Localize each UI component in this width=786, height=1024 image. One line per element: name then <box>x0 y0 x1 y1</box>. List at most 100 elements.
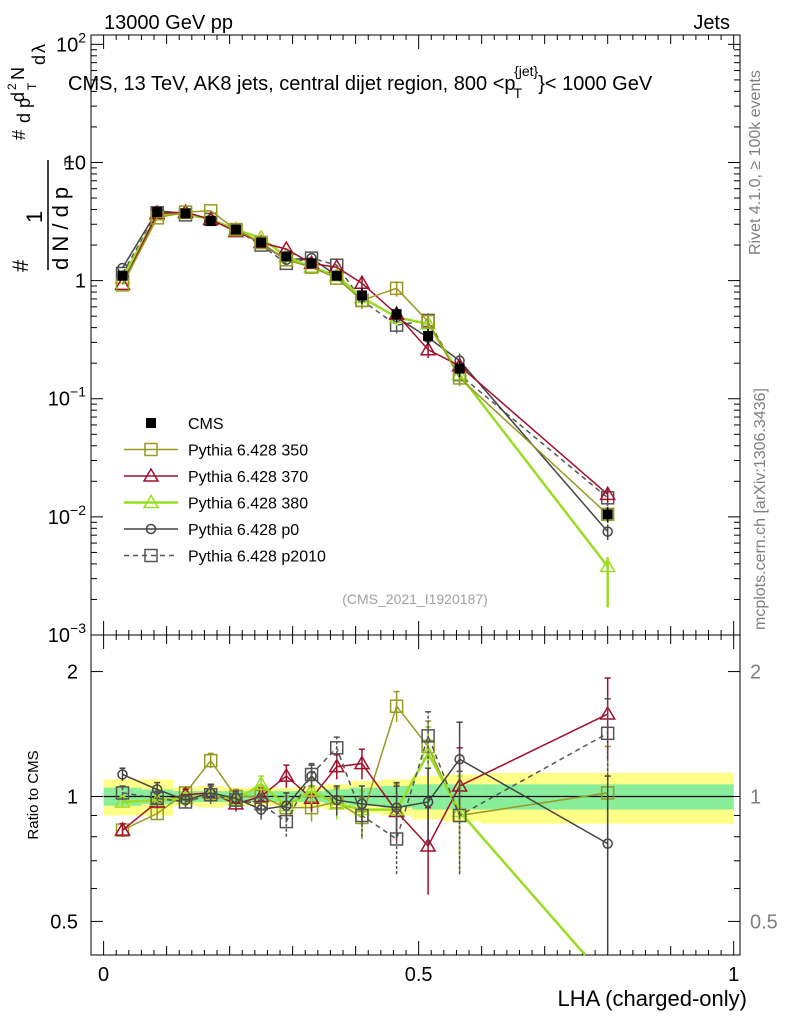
main-point-series-0 <box>205 215 216 226</box>
ratio-y-tick-label: 2 <box>67 662 78 684</box>
main-series-line-3 <box>121 212 609 568</box>
y-title-dpt: d p <box>14 98 34 123</box>
ratio-point-series-4 <box>229 793 243 807</box>
x-axis-title: LHA (charged-only) <box>557 986 747 1011</box>
ratio-point-series-1 <box>353 755 371 770</box>
ratio-point-series-1 <box>114 821 131 836</box>
ratio-point-series-1 <box>227 795 245 810</box>
ratio-point-series-4 <box>452 808 467 823</box>
ratio-point-series-3 <box>602 838 613 849</box>
ratio-point-series-3 <box>117 769 128 780</box>
main-series-group <box>114 203 616 608</box>
ratio-point-series-4 <box>203 787 218 802</box>
plot-title-sub: T <box>514 85 523 101</box>
ratio-point-series-1 <box>419 837 437 852</box>
process-label: Jets <box>693 12 730 34</box>
legend-marker <box>144 548 158 563</box>
ratio-point-series-4 <box>178 795 193 809</box>
main-point-series-0 <box>356 290 367 301</box>
y-title-t-sub-2: T <box>25 82 39 90</box>
x-tick-label: 1 <box>728 964 739 986</box>
y-title-hash-1: # <box>8 259 33 272</box>
ratio-point-series-4 <box>421 729 435 743</box>
main-point-series-0 <box>152 207 163 218</box>
ratio-y-tick-label-right: 0.5 <box>750 911 778 933</box>
main-point-series-1 <box>389 281 404 296</box>
ratio-point-series-4 <box>600 726 615 741</box>
rivet-label: Rivet 4.1.0, ≥ 100k events <box>747 70 764 255</box>
main-y-tick-label: 10−2 <box>48 502 86 529</box>
main-point-series-0 <box>391 309 402 320</box>
legend-label: Pythia 6.428 p0 <box>188 522 299 539</box>
ratio-axes: 0.5 0.5 1 1 2 2 0 0.5 1 <box>50 635 778 986</box>
ratio-point-series-0 <box>150 806 164 821</box>
plot-title: CMS, 13 TeV, AK8 jets, central dijet reg… <box>68 63 653 101</box>
main-point-series-0 <box>331 270 342 281</box>
legend-marker <box>142 467 160 482</box>
main-point-series-0 <box>602 509 613 520</box>
ratio-y-tick-label: 1 <box>67 786 78 808</box>
ratio-point-series-2 <box>303 782 320 797</box>
y-title-lambda: λ <box>29 44 49 53</box>
ratio-series-line-4 <box>122 732 609 841</box>
main-axes: 10−3 10−2 10−1 1 10 102 <box>48 29 740 647</box>
ratio-point-series-2 <box>114 793 131 808</box>
energy-label: 13000 GeV pp <box>104 12 233 34</box>
legend-label: Pythia 6.428 350 <box>188 443 308 460</box>
ratio-plot-frame <box>90 634 741 956</box>
main-point-series-1 <box>421 314 435 329</box>
main-y-tick-label: 10−1 <box>48 384 86 411</box>
main-point-series-0 <box>256 237 267 248</box>
main-y-tick-label: 10 <box>64 152 86 174</box>
y-title-t-sub-1: T <box>61 157 77 166</box>
main-point-series-0 <box>180 208 191 219</box>
main-point-series-0 <box>117 270 128 281</box>
ratio-point-series-3 <box>454 753 465 765</box>
legend-label: Pythia 6.428 p2010 <box>188 549 326 566</box>
main-point-series-0 <box>454 363 465 374</box>
y-title-d: d <box>8 92 28 102</box>
legend-label: Pythia 6.428 370 <box>188 469 308 486</box>
legend-marker <box>144 442 158 457</box>
legend-label: Pythia 6.428 380 <box>188 496 308 513</box>
main-point-series-1 <box>254 235 268 250</box>
ratio-point-series-0 <box>389 699 404 713</box>
main-point-series-1 <box>203 204 218 218</box>
mcplots-label: mcplots.cern.ch [arXiv:1306.3436] <box>752 388 769 630</box>
main-point-series-2 <box>599 485 616 501</box>
ratio-point-series-3 <box>331 794 342 806</box>
legend-marker <box>145 523 157 535</box>
ratio-y-axis-title: Ratio to CMS <box>25 750 42 839</box>
plot-title-main: CMS, 13 TeV, AK8 jets, central dijet reg… <box>68 73 516 95</box>
analysis-id: (CMS_2021_I1920187) <box>342 591 488 607</box>
x-tick-label: 0.5 <box>405 964 433 986</box>
main-point-series-0 <box>423 330 434 341</box>
main-point-series-0 <box>230 224 241 235</box>
plot-title-end: }< 1000 GeV <box>538 73 653 95</box>
main-point-series-0 <box>281 251 292 262</box>
ratio-y-tick-label: 0.5 <box>50 911 78 933</box>
main-point-series-2 <box>114 275 131 291</box>
legend-label: CMS <box>188 416 224 433</box>
ratio-point-series-4 <box>150 791 164 806</box>
y-title-n: N <box>8 67 28 80</box>
ratio-point-series-4 <box>279 814 294 829</box>
legend: CMS Pythia 6.428 350 Pythia 6.428 370 Pythi… <box>124 416 326 566</box>
main-point-series-4 <box>602 526 613 537</box>
y-title-one: 1 <box>22 211 47 223</box>
main-y-tick-label: 1 <box>75 271 86 293</box>
y-title-d-lambda: d <box>29 55 49 65</box>
ratio-point-series-3 <box>422 796 434 808</box>
x-tick-label: 0 <box>98 964 109 986</box>
ratio-point-series-4 <box>389 832 404 846</box>
legend-marker <box>146 418 156 428</box>
ratio-point-series-4 <box>304 767 319 782</box>
ratio-point-series-4 <box>115 786 130 800</box>
plot-title-sup: {jet} <box>514 63 538 79</box>
ratio-point-series-4 <box>355 808 369 823</box>
ratio-point-series-2 <box>252 775 270 791</box>
y-title-hash-2: # <box>9 130 29 140</box>
ratio-y-tick-label-right: 1 <box>750 786 761 808</box>
y-title-dn-dpt: d N / d p <box>48 187 73 270</box>
